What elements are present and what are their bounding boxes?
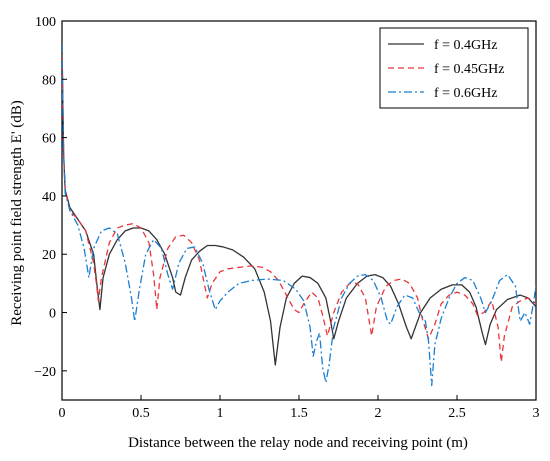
axes: 0 0.5 1 1.5 2 2.5 3 −20 0 20 40 60 80 100 [34,15,539,421]
y-tick-label-6: 100 [35,15,56,30]
x-axis-title: Distance between the relay node and rece… [128,435,468,451]
y-tick-label-3: 40 [42,190,56,205]
x-tick-label-6: 3 [533,406,540,421]
legend-label-2: f = 0.6GHz [434,86,498,101]
y-tick-label-2: 20 [42,248,56,263]
y-tick-label-5: 80 [42,73,56,88]
series-line-1 [62,44,536,363]
legend-label-1: f = 0.45GHz [434,62,505,77]
y-axis-title: Receiving point field strength E' (dB) [9,100,25,326]
legend: f = 0.4GHz f = 0.45GHz f = 0.6GHz [379,27,529,109]
x-tick-label-3: 1.5 [290,406,308,421]
x-tick-label-5: 2.5 [448,406,466,421]
x-tick-label-1: 0.5 [132,406,150,421]
series-line-2 [62,44,536,387]
y-tick-label-0: −20 [34,365,56,380]
legend-label-0: f = 0.4GHz [434,38,498,53]
series-layer [62,44,536,387]
y-tick-label-1: 0 [49,307,56,322]
legend-box [379,27,529,109]
x-tick-label-4: 2 [375,406,382,421]
x-tick-label-0: 0 [59,406,66,421]
y-tick-label-4: 60 [42,132,56,147]
x-tick-label-2: 1 [217,406,224,421]
